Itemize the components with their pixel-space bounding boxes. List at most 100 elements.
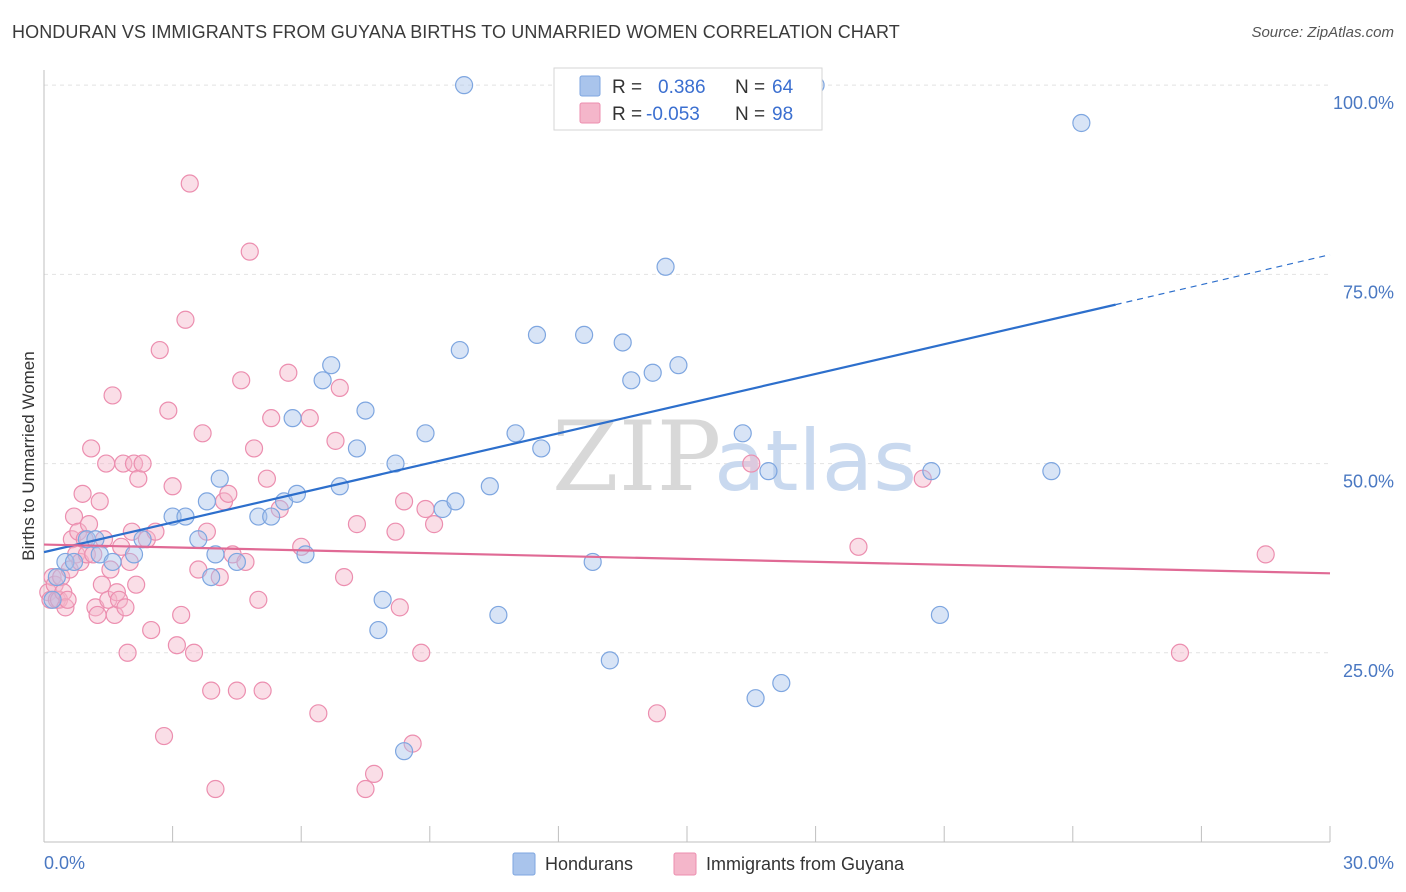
legend-n-value-guyana: 98 (772, 104, 793, 125)
point-guyana-16 (73, 484, 92, 503)
point-guyana-83 (364, 764, 384, 783)
point-hondurans-55 (733, 424, 752, 443)
point-guyana-86 (394, 492, 414, 511)
point-hondurans-52 (669, 356, 688, 375)
trend-lines (43, 254, 1331, 575)
point-hondurans-58 (772, 673, 791, 693)
point-guyana-57 (193, 424, 212, 443)
point-guyana-70 (253, 681, 272, 700)
x-tick-min: 0.0% (44, 853, 85, 873)
stats-legend: R = 0.386 N = 64 R = -0.053 N = 98 (553, 67, 823, 131)
point-guyana-60 (206, 779, 225, 799)
point-hondurans-3 (64, 552, 84, 572)
point-hondurans-56 (746, 689, 765, 708)
point-hondurans-42 (532, 439, 551, 458)
point-guyana-12 (64, 507, 84, 526)
point-guyana-41 (127, 575, 146, 594)
point-guyana-91 (742, 454, 761, 473)
point-guyana-55 (184, 643, 204, 662)
y-axis-label: Births to Unmarried Women (19, 351, 38, 560)
point-hondurans-62 (1042, 462, 1061, 481)
point-hondurans-17 (227, 552, 246, 572)
point-guyana-80 (334, 567, 354, 587)
point-hondurans-38 (480, 477, 499, 496)
point-guyana-59 (202, 681, 221, 700)
point-hondurans-49 (622, 371, 641, 390)
watermark-atlas: atlas (714, 412, 917, 510)
point-guyana-50 (163, 477, 182, 496)
point-hondurans-19 (262, 507, 281, 526)
point-guyana-24 (90, 492, 109, 511)
point-guyana-36 (116, 598, 135, 617)
point-guyana-49 (159, 401, 178, 420)
trend-line-hondurans-extension (1115, 254, 1331, 306)
legend-r-value-hondurans: 0.386 (658, 77, 706, 98)
point-guyana-76 (300, 409, 319, 428)
point-guyana-65 (232, 371, 251, 390)
watermark-zip: ZIP (552, 401, 721, 513)
point-guyana-35 (114, 454, 133, 473)
x-axis-ticks (172, 826, 1331, 842)
legend-swatch-hondurans (579, 75, 601, 97)
point-hondurans-13 (197, 492, 216, 511)
point-hondurans-61 (930, 605, 950, 625)
point-guyana-74 (279, 363, 298, 382)
point-hondurans-37 (454, 76, 474, 95)
point-guyana-77 (309, 704, 328, 723)
y-tick-label-75: 75.0% (1343, 282, 1394, 302)
point-hondurans-0 (43, 590, 62, 609)
point-guyana-79 (330, 378, 349, 397)
chart-title: HONDURAN VS IMMIGRANTS FROM GUYANA BIRTH… (12, 22, 900, 42)
point-guyana-32 (107, 583, 126, 602)
point-guyana-31 (105, 605, 124, 625)
point-guyana-68 (244, 439, 264, 458)
point-hondurans-23 (296, 545, 315, 564)
point-hondurans-45 (575, 325, 594, 345)
point-hondurans-18 (249, 507, 268, 526)
series-legend: Hondurans Immigrants from Guyana (512, 852, 905, 876)
point-hondurans-48 (613, 333, 632, 352)
x-tick-max: 30.0% (1343, 853, 1394, 873)
point-hondurans-24 (313, 371, 332, 390)
point-hondurans-8 (124, 545, 144, 564)
point-guyana-29 (101, 560, 120, 579)
legend-r-label-guyana: R = (612, 104, 642, 125)
point-guyana-52 (172, 605, 191, 625)
legend-n-value-hondurans: 64 (772, 77, 794, 98)
legend-n-label-hondurans: N = (735, 77, 765, 98)
point-guyana-11 (62, 530, 81, 549)
point-guyana-43 (133, 454, 152, 473)
point-hondurans-27 (347, 439, 367, 458)
point-hondurans-32 (394, 742, 414, 761)
series-legend-label-guyana: Immigrants from Guyana (706, 854, 905, 874)
point-guyana-37 (118, 643, 137, 662)
point-hondurans-15 (206, 545, 225, 564)
point-guyana-51 (167, 636, 186, 655)
point-hondurans-60 (922, 462, 941, 481)
series-legend-swatch-hondurans (512, 852, 536, 876)
point-guyana-53 (176, 310, 195, 329)
point-guyana-45 (142, 620, 161, 640)
point-guyana-62 (219, 484, 238, 503)
point-hondurans-50 (643, 363, 662, 382)
point-guyana-88 (412, 643, 431, 662)
point-guyana-33 (109, 590, 129, 609)
point-hondurans-35 (446, 492, 465, 511)
legend-r-value-guyana: -0.053 (646, 104, 700, 125)
point-guyana-90 (647, 704, 667, 723)
point-guyana-78 (326, 431, 345, 450)
point-guyana-69 (249, 590, 268, 609)
point-guyana-30 (103, 386, 122, 405)
point-hondurans-14 (202, 567, 221, 587)
y-tick-label-100: 100.0% (1333, 93, 1394, 113)
point-guyana-72 (262, 409, 281, 428)
point-hondurans-40 (506, 424, 525, 443)
point-guyana-85 (390, 598, 409, 617)
point-hondurans-51 (656, 257, 675, 276)
legend-r-label-hondurans: R = (612, 77, 642, 98)
trend-line-guyana (43, 543, 1331, 575)
point-hondurans-16 (210, 469, 229, 488)
point-hondurans-36 (450, 340, 469, 360)
point-hondurans-28 (356, 401, 375, 420)
point-guyana-9 (58, 590, 77, 609)
